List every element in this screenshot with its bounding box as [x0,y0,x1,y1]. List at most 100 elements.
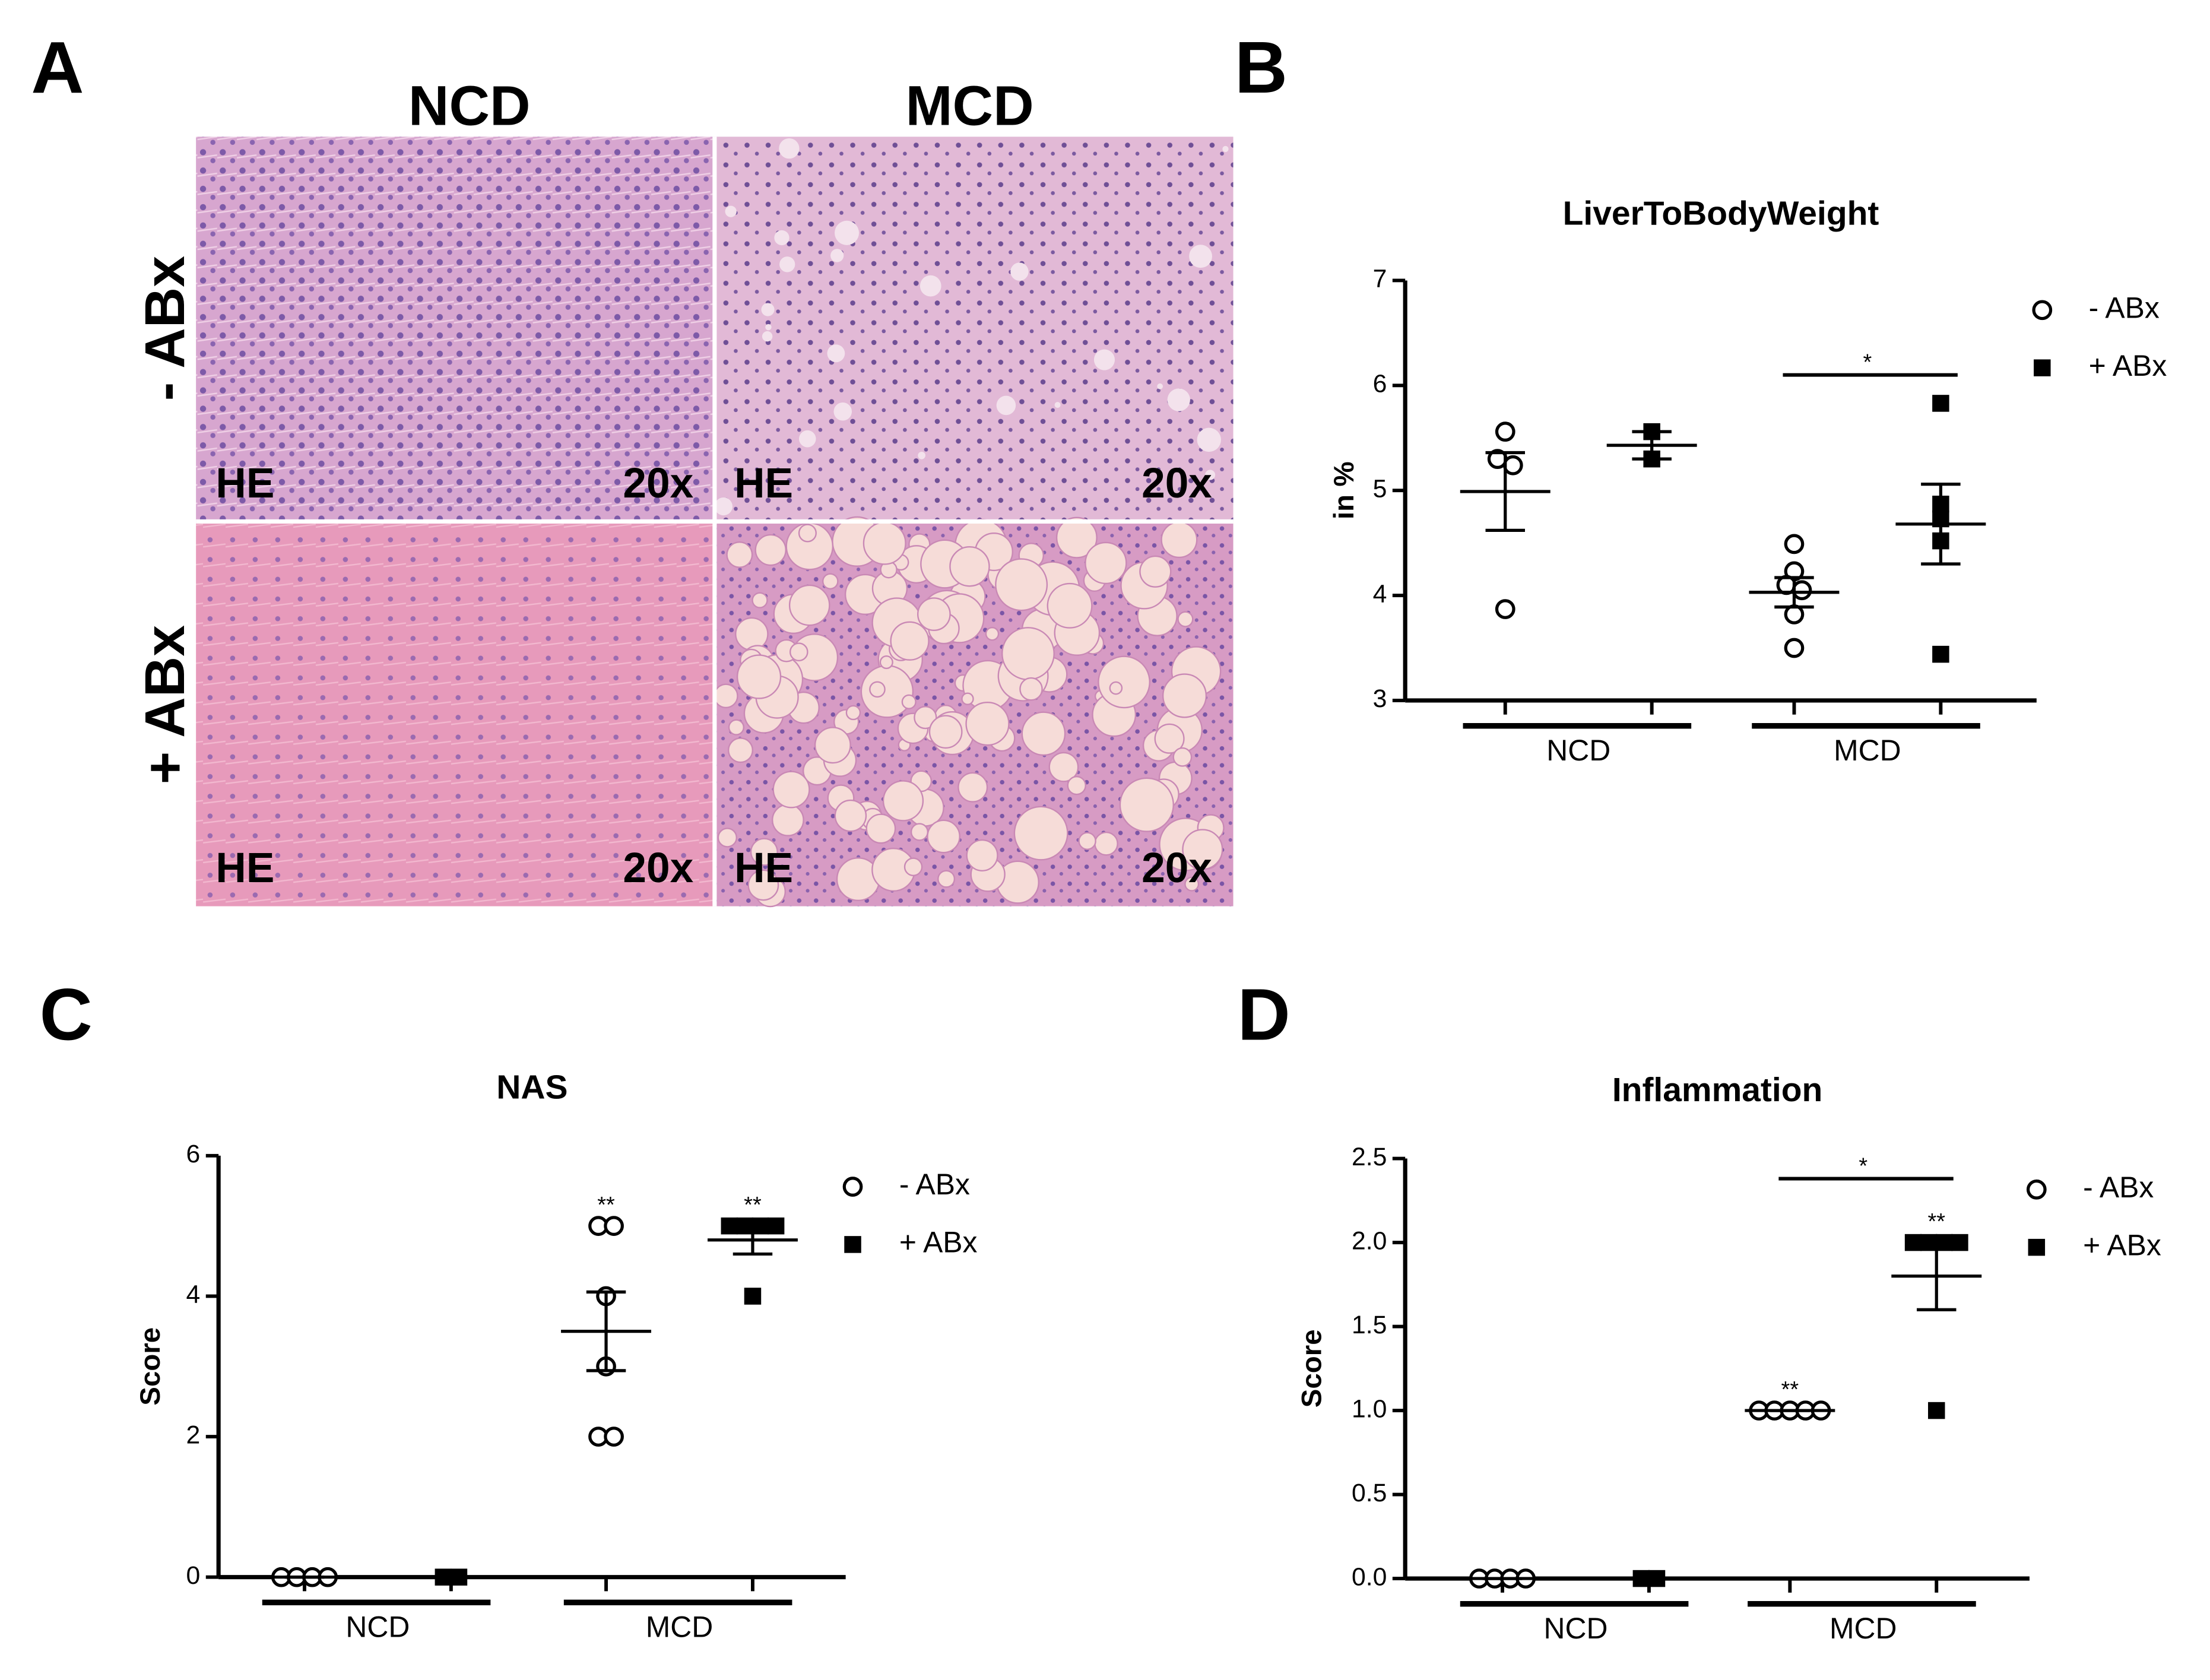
stain-label: HE [734,845,793,892]
lipid-droplet [736,654,782,699]
lipid-droplet [1167,388,1190,411]
y-axis-label: Score [1296,1329,1327,1408]
x-tick-label: NCD [1543,1612,1607,1645]
magnification-label: 20x [1142,460,1212,507]
lipid-droplet [961,692,974,705]
lipid-droplets [714,138,1229,908]
significance-label: * [1863,350,1872,375]
significance-label: ** [597,1193,615,1218]
lipid-droplet [1001,627,1055,680]
lipid-droplet [1161,521,1198,559]
y-tick-label: 5 [1373,474,1387,503]
data-point [1502,455,1523,476]
y-tick-label: 6 [1373,370,1387,398]
lipid-droplet [835,220,860,245]
lipid-droplet [1093,349,1115,370]
lipid-droplet [917,597,951,632]
lipid-droplet [937,870,956,888]
lipid-droplet [865,813,896,844]
data-point [744,1288,762,1305]
significance-label: ** [1927,1209,1945,1234]
lipid-droplet [1205,470,1216,480]
lipid-droplet [869,681,886,698]
lipid-droplet [765,324,772,331]
y-tick-label: 1.5 [1352,1311,1387,1339]
data-point [1792,580,1812,601]
micrograph [196,137,715,522]
row-label: + ABx [134,625,196,784]
stain-label: HE [215,845,274,892]
legend-label: - ABx [2089,291,2160,324]
y-tick-label: 2 [186,1421,201,1449]
chart-title: LiverToBodyWeight [1563,194,1879,232]
lipid-droplet [1162,673,1207,718]
lipid-droplet [1098,655,1150,709]
lipid-droplet [890,621,930,661]
legend-marker [2026,1179,2047,1200]
lipid-droplet [1119,777,1174,832]
lipid-droplet [1054,402,1061,408]
lipid-droplet [949,546,990,587]
y-tick-label: 2.0 [1352,1226,1387,1255]
lipid-droplet [752,592,768,608]
y-tick-label: 1.0 [1352,1394,1387,1423]
y-axis-label: Score [135,1327,166,1406]
lipid-droplet [714,683,738,709]
lipid-droplet [957,772,988,803]
legend-marker [844,1236,861,1253]
lipid-droplet [1021,711,1066,756]
lipid-droplet [1067,775,1086,795]
legend-label: - ABx [899,1168,970,1201]
lipid-droplet [1109,681,1123,695]
lipid-droplet [1047,582,1093,629]
y-axis-label: in % [1328,461,1360,519]
x-tick-label: NCD [345,1611,410,1644]
lipid-droplet [919,275,941,297]
significance-label: * [1859,1154,1867,1179]
lipid-droplet [863,521,906,565]
lipid-droplet [727,737,754,763]
lipid-droplet [798,430,816,448]
stain-label: HE [215,460,274,507]
panel-label: C [40,974,93,1056]
lipid-droplet [774,230,789,246]
y-tick-label: 6 [186,1140,201,1168]
lipid-droplet [726,541,753,568]
lipid-droplet [879,655,893,670]
lipid-droplet [735,617,769,651]
micrograph [714,137,1234,522]
lipid-droplet [1019,677,1043,701]
chart-title: NAS [496,1068,567,1106]
row-label: - ABx [134,256,196,401]
magnification-label: 20x [1142,845,1212,892]
lipid-droplet [1177,611,1194,627]
lipid-droplet [779,138,800,159]
lipid-droplet [1222,145,1229,153]
lipid-droplet [788,584,830,626]
x-tick-label: MCD [1834,734,1901,767]
lipid-droplet [789,642,808,662]
data-point [604,1427,624,1447]
lipid-droplet [1182,829,1223,870]
lipid-droplet [966,839,998,871]
data-point [1928,1402,1945,1419]
lipid-droplet [822,573,839,589]
lipid-droplet [1157,383,1163,389]
lipid-droplet [728,719,744,736]
lipid-droplet [910,823,929,841]
lipid-droplet [762,331,773,342]
lipid-droplet [772,804,804,836]
legend-label: + ABx [899,1226,978,1259]
lipid-droplet [845,705,861,721]
y-tick-label: 4 [186,1280,201,1309]
magnification-label: 20x [623,845,693,892]
lipid-droplet [747,869,779,901]
lipid-droplet [903,857,923,876]
y-tick-label: 0.0 [1352,1562,1387,1591]
x-tick-label: MCD [1829,1612,1897,1645]
column-label: MCD [905,74,1033,137]
lipid-droplet [927,819,960,854]
y-tick-label: 3 [1373,684,1387,713]
micrograph [196,521,715,906]
